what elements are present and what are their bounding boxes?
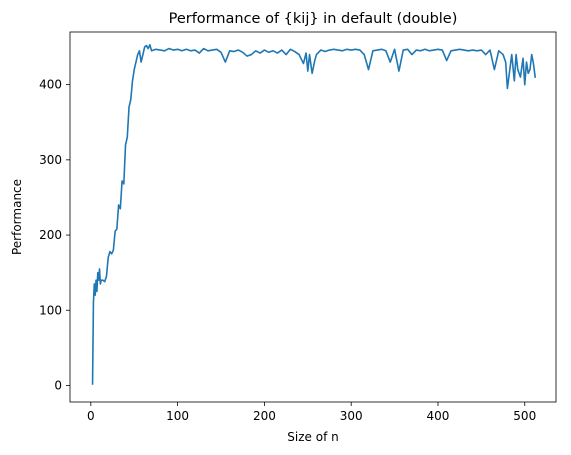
x-tick-label: 200 bbox=[253, 409, 276, 423]
x-tick-label: 0 bbox=[87, 409, 95, 423]
x-tick-label: 100 bbox=[166, 409, 189, 423]
series-line-1 bbox=[91, 43, 537, 385]
chart-title: Performance of {kij} in default (double) bbox=[169, 11, 458, 27]
axes-frame bbox=[69, 31, 557, 403]
y-axis-label: Performance bbox=[10, 179, 24, 255]
x-tick-label: 300 bbox=[340, 409, 363, 423]
y-axis: 0 100 200 300 400 bbox=[39, 78, 70, 392]
x-axis-label: Size of n bbox=[287, 430, 338, 444]
x-axis: 0 100 200 300 400 500 bbox=[87, 402, 536, 423]
y-tick-label: 300 bbox=[39, 153, 62, 167]
y-tick-label: 200 bbox=[39, 228, 62, 242]
x-tick-label: 400 bbox=[427, 409, 450, 423]
y-tick-label: 400 bbox=[39, 78, 62, 92]
x-tick-label: 500 bbox=[513, 409, 536, 423]
y-tick-label: 0 bbox=[54, 378, 62, 392]
y-tick-label: 100 bbox=[39, 303, 62, 317]
plot-area bbox=[91, 43, 537, 385]
